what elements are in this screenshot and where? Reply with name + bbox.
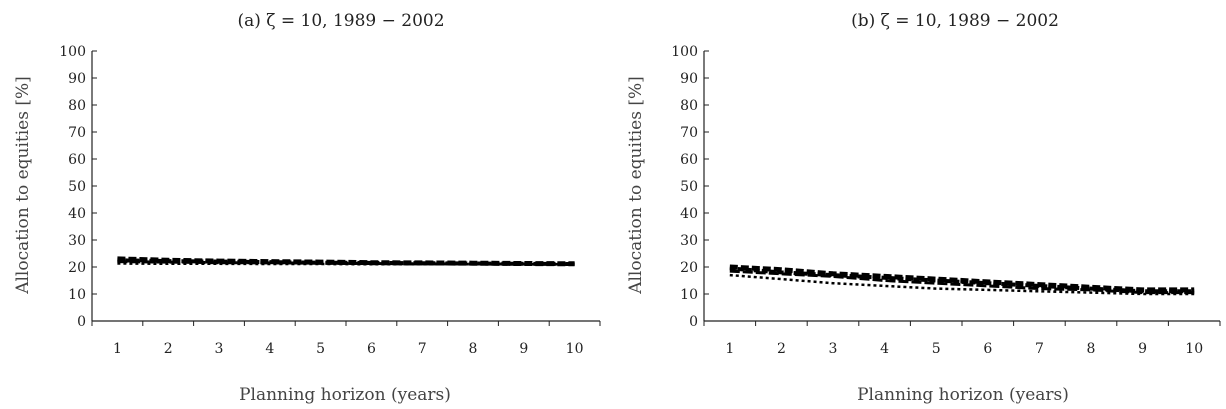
x-axis-label: Planning horizon (years)	[239, 385, 451, 405]
chart-b: (b) ζ = 10, 1989 − 2002 Planning horizon…	[626, 11, 1221, 405]
x-tick-label: 9	[519, 341, 528, 357]
x-tick-label: 6	[983, 341, 992, 357]
y-tick-label: 40	[68, 206, 86, 222]
series-line-4	[117, 262, 575, 266]
x-tick-label: 2	[164, 341, 173, 357]
y-tick-label: 70	[68, 125, 86, 141]
y-tick-label: 50	[680, 179, 698, 195]
series-line-2	[729, 266, 1195, 294]
y-tick-label: 70	[680, 125, 698, 141]
x-tick-label: 4	[265, 341, 274, 357]
chart-title: (a) ζ = 10, 1989 − 2002	[237, 11, 444, 31]
y-tick-label: 60	[68, 152, 86, 168]
y-tick-label: 0	[689, 314, 698, 330]
x-tick-label: 6	[367, 341, 376, 357]
y-axis-label: Allocation to equities [%]	[626, 76, 646, 295]
x-tick-label: 7	[418, 341, 427, 357]
y-tick-label: 10	[68, 287, 86, 303]
y-ticks: 0 10 20 30 40 50 60 70 80 90 100	[671, 44, 709, 330]
x-tick-label: 1	[725, 341, 734, 357]
y-ticks: 0 10 20 30 40 50 60 70 80 90 100	[59, 44, 97, 330]
y-tick-label: 80	[68, 98, 86, 114]
y-tick-label: 20	[68, 260, 86, 276]
y-tick-label: 30	[68, 233, 86, 249]
y-tick-label: 50	[68, 179, 86, 195]
x-tick-label: 8	[469, 341, 478, 357]
x-tick-label: 5	[316, 341, 325, 357]
y-tick-label: 90	[680, 71, 698, 87]
x-ticks: 1 2 3 4 5 6 7 8 9 10	[703, 321, 1221, 357]
y-tick-label: 20	[680, 260, 698, 276]
series-line-1	[729, 264, 1195, 293]
y-tick-label: 100	[671, 44, 698, 60]
y-tick-label: 0	[77, 314, 86, 330]
x-tick-label: 5	[932, 341, 941, 357]
x-tick-label: 10	[1185, 341, 1203, 357]
y-tick-label: 80	[680, 98, 698, 114]
x-tick-label: 3	[215, 341, 224, 357]
x-tick-label: 7	[1035, 341, 1044, 357]
y-tick-label: 60	[680, 152, 698, 168]
chart-a: (a) ζ = 10, 1989 − 2002 Planning horizon…	[13, 11, 601, 405]
y-tick-label: 90	[68, 71, 86, 87]
y-tick-label: 30	[680, 233, 698, 249]
x-tick-label: 9	[1138, 341, 1147, 357]
x-axis-label: Planning horizon (years)	[857, 385, 1069, 405]
y-axis-label: Allocation to equities [%]	[13, 76, 33, 295]
x-tick-label: 4	[880, 341, 889, 357]
x-tick-label: 2	[777, 341, 786, 357]
x-ticks: 1 2 3 4 5 6 7 8 9 10	[91, 321, 601, 357]
axes	[91, 51, 600, 322]
x-tick-label: 10	[566, 341, 584, 357]
x-tick-label: 1	[113, 341, 122, 357]
y-tick-label: 40	[680, 206, 698, 222]
chart-title: (b) ζ = 10, 1989 − 2002	[851, 11, 1059, 31]
x-tick-label: 3	[829, 341, 838, 357]
series-group	[729, 264, 1195, 296]
x-tick-label: 8	[1087, 341, 1096, 357]
y-tick-label: 100	[59, 44, 86, 60]
y-tick-label: 10	[680, 287, 698, 303]
series-group	[117, 256, 575, 267]
